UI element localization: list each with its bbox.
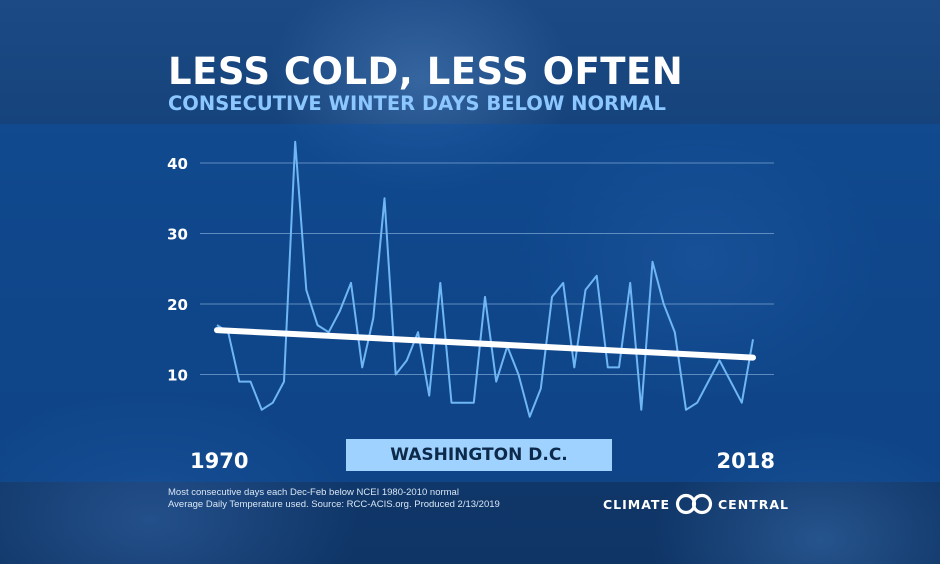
y-tick-labels: 10 20 30 40 [167, 155, 188, 385]
logo-text-right: CENTRAL [718, 496, 789, 512]
page-subtitle: CONSECUTIVE WINTER DAYS BELOW NORMAL [168, 92, 666, 115]
y-tick-label: 30 [167, 226, 188, 244]
x-tick-labels: 1970 2018 [190, 449, 775, 473]
footnote: Most consecutive days each Dec-Feb below… [168, 487, 500, 511]
footnote-line-1: Most consecutive days each Dec-Feb below… [168, 487, 459, 498]
y-tick-label: 40 [167, 155, 188, 173]
series-lines [216, 140, 754, 418]
footnote-line-2: Average Daily Temperature used. Source: … [168, 499, 500, 510]
x-tick-label-1970: 1970 [190, 449, 248, 473]
location-label: WASHINGTON D.C. [346, 439, 612, 471]
page-title: LESS COLD, LESS OFTEN [168, 50, 684, 93]
climate-central-logo: CLIMATE CENTRAL [603, 492, 789, 516]
logo-text-left: CLIMATE [603, 496, 670, 512]
chart-panel [0, 124, 940, 482]
grid-lines [200, 162, 774, 375]
y-tick-label: 20 [167, 296, 188, 314]
y-tick-label: 10 [167, 367, 188, 385]
logo-rings-icon [675, 493, 713, 515]
trend-line-group [214, 327, 756, 361]
series-line-0 [216, 140, 754, 418]
x-tick-label-2018: 2018 [717, 449, 775, 473]
trend-line [214, 327, 756, 361]
